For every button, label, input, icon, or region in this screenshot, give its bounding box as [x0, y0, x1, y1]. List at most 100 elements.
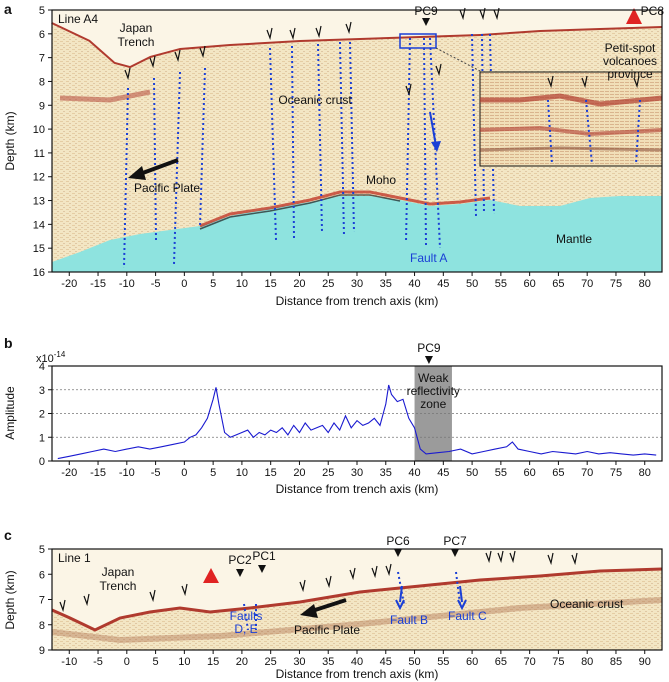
pc9-marker-a [422, 18, 430, 26]
volcano-marker-c [203, 568, 219, 583]
panel-c-x-tick-label: 0 [124, 656, 130, 668]
panel-a-y-tick-label: 7 [39, 53, 45, 65]
oceanic-crust-label-c: Oceanic crust [550, 597, 624, 611]
panel-c-y-axis-label: Depth (km) [3, 570, 17, 629]
panel-b-x-ticks: -20 -15 -10 -5 0 5 10 15 20 25 30 35 40 45 50 55 60 65 70 7… [61, 461, 651, 479]
pc2-marker [236, 569, 244, 577]
line-a4-label: Line A4 [58, 12, 98, 26]
panel-b-x-tick-label: 45 [437, 467, 449, 479]
plate-motion-arrowhead-c [300, 604, 318, 618]
panel-a-x-ticks: -20 -15 -10 -5 0 5 10 15 20 25 30 35 40 45 50 55 60 65 70 7… [61, 272, 651, 290]
panel-b-y-tick-label: 3 [39, 385, 45, 397]
panel-b-x-tick-label: 50 [466, 467, 478, 479]
panel-a-y-tick-label: 6 [39, 29, 45, 41]
panel-c-x-tick-label: 10 [178, 656, 190, 668]
panel-c-y-tick-label: 7 [39, 595, 45, 607]
panel-c-x-tick-label: 15 [207, 656, 219, 668]
crust-reflection-c [51, 597, 663, 644]
panel-b-x-tick-label: -15 [90, 467, 106, 479]
faults-de-label-2: D, E [234, 622, 257, 636]
plate-motion-arrow-c [311, 598, 347, 613]
panel-a-x-tick-label: 60 [524, 278, 536, 290]
panel-c-x-tick-label: 65 [495, 656, 507, 668]
panel-a-y-tick-label: 11 [34, 148, 45, 160]
panel-a-x-tick-label: -15 [90, 278, 106, 290]
panel-c-x-tick-label: 90 [639, 656, 651, 668]
chart-b-series [57, 384, 657, 460]
panel-c-x-tick-label: -10 [61, 656, 77, 668]
panel-a-x-tick-label: 25 [322, 278, 334, 290]
panel-a-y-tick-label: 15 [33, 243, 45, 255]
panel-a-x-tick-label: 10 [236, 278, 248, 290]
japan-trench-label-2: Trench [118, 35, 155, 49]
fault-c-arrow [457, 585, 467, 611]
panel-b-x-tick-label: 60 [524, 467, 536, 479]
panel-c-x-ticks: -10 -5 0 5 10 15 20 25 30 35 40 45 50 55 60 65 70 75 80 85 9… [61, 650, 651, 668]
panel-a-y-axis-label: Depth (km) [3, 111, 17, 170]
japan-trench-label-c2: Trench [100, 579, 137, 593]
oceanic-crust-label-a: Oceanic crust [278, 93, 352, 107]
petit-spot-label-2: volcanoes [603, 54, 657, 68]
panel-a-x-tick-label: 30 [351, 278, 363, 290]
pc9-marker-b [424, 356, 433, 364]
panel-b-x-tick-label: 5 [210, 467, 216, 479]
panel-c-y-tick-label: 8 [39, 620, 45, 632]
panel-c-x-tick-label: -5 [93, 656, 103, 668]
panel-a-x-tick-label: 20 [293, 278, 305, 290]
panel-c: c [3, 527, 663, 681]
trench-reflections [59, 89, 151, 103]
panel-b-x-tick-label: 75 [610, 467, 622, 479]
panel-c-x-tick-label: 20 [236, 656, 248, 668]
panel-b-x-tick-label: 40 [408, 467, 420, 479]
panel-b-x-tick-label: 20 [293, 467, 305, 479]
panel-b-y-tick-label: 1 [39, 432, 45, 444]
panel-a-y-tick-label: 12 [33, 172, 45, 184]
panel-a-x-tick-label: 70 [581, 278, 593, 290]
panel-c-letter: c [4, 527, 12, 543]
petit-spot-label-1: Petit-spot [605, 41, 656, 55]
panel-b-y-tick-label: 2 [39, 409, 45, 421]
panel-b-x-tick-label: 35 [380, 467, 392, 479]
panel-c-y-tick-label: 6 [39, 569, 45, 581]
panel-a-y-tick-label: 10 [33, 124, 45, 136]
panel-c-x-tick-label: 30 [293, 656, 305, 668]
panel-c-x-tick-label: 75 [552, 656, 564, 668]
panel-b-y-tick-label: 4 [39, 361, 45, 373]
panel-b-y-tick-label: 0 [39, 456, 45, 468]
panel-a-x-tick-label: 55 [495, 278, 507, 290]
water-column-a [52, 10, 662, 66]
amplitude-series-line [57, 384, 657, 460]
panel-a-x-tick-label: 75 [610, 278, 622, 290]
panel-c-x-tick-label: 85 [610, 656, 622, 668]
pacific-plate-label-a: Pacific Plate [134, 181, 200, 195]
panel-a-letter: a [4, 1, 12, 17]
fault-tick-marks-a [124, 7, 500, 97]
panel-a-y-tick-label: 9 [39, 100, 45, 112]
panel-a-x-tick-label: -10 [119, 278, 135, 290]
panel-a-x-tick-label: 80 [639, 278, 651, 290]
zoom-inset [479, 71, 663, 167]
plate-motion-arrowhead-a [128, 166, 146, 180]
panel-b-x-axis-label: Distance from trench axis (km) [276, 482, 439, 496]
panel-c-y-ticks: 5 6 7 8 9 [39, 544, 52, 657]
japan-trench-label-1: Japan [120, 21, 153, 35]
panel-c-x-tick-label: 25 [265, 656, 277, 668]
panel-c-y-tick-label: 9 [39, 645, 45, 657]
pc7-marker [451, 549, 459, 557]
fault-c-label: Fault C [448, 609, 487, 623]
mantle-region [52, 196, 662, 272]
panel-a: a [3, 1, 664, 308]
panel-a-x-tick-label: -20 [61, 278, 77, 290]
panel-a-x-tick-label: 15 [265, 278, 277, 290]
panel-c-x-tick-label: 70 [524, 656, 536, 668]
panel-c-x-tick-label: 60 [466, 656, 478, 668]
panel-a-x-tick-label: 45 [437, 278, 449, 290]
fault-b-arrow [395, 585, 405, 611]
japan-trench-label-c1: Japan [102, 565, 135, 579]
panel-c-x-tick-label: 55 [437, 656, 449, 668]
panel-c-x-tick-label: 80 [581, 656, 593, 668]
zone-label-3: zone [420, 397, 446, 411]
faults-de-label-1: Faults [230, 609, 263, 623]
pc2-label: PC2 [228, 553, 252, 567]
